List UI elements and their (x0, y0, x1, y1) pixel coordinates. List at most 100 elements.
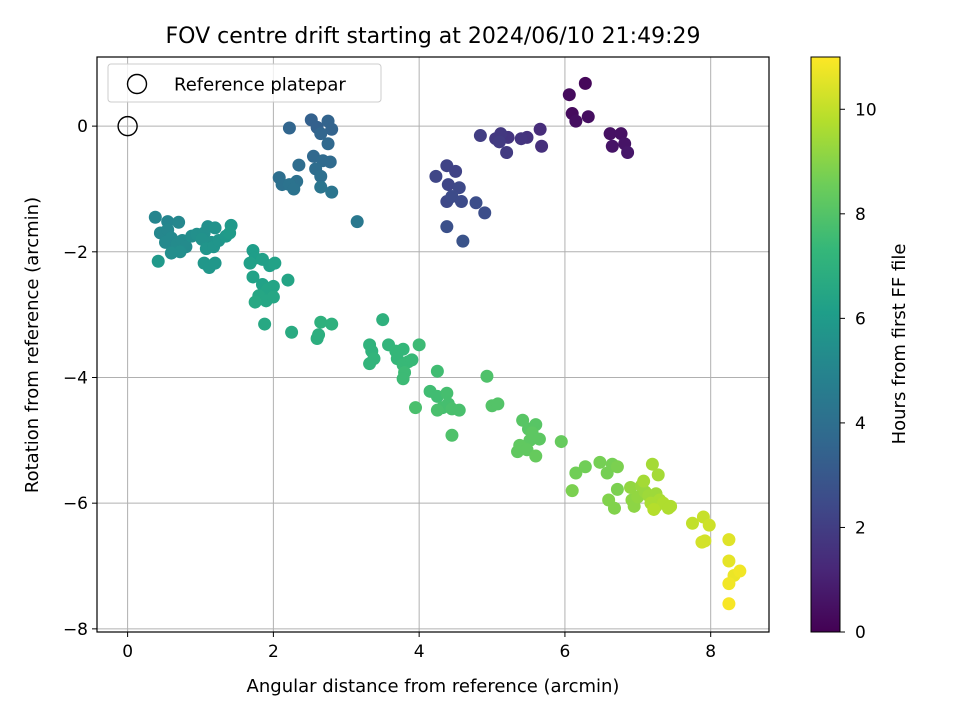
data-point (685, 516, 699, 530)
data-point (565, 484, 579, 498)
data-point (396, 342, 410, 356)
data-point (409, 401, 423, 415)
data-point (208, 256, 222, 270)
data-point (605, 139, 619, 153)
data-point (722, 533, 736, 547)
data-point (480, 369, 494, 383)
data-point (243, 256, 257, 270)
data-point (223, 226, 237, 240)
plot-frame (96, 56, 770, 633)
data-point (287, 182, 301, 196)
y-tick-label: −6 (63, 494, 88, 514)
data-point (454, 195, 468, 209)
data-point (492, 135, 506, 149)
colorbar-tick-label: 6 (855, 309, 866, 329)
y-axis-label: Rotation from reference (arcmin) (22, 197, 43, 493)
y-tick-label: −2 (63, 243, 88, 263)
data-point (258, 317, 272, 331)
data-point (532, 432, 546, 446)
data-point (593, 455, 607, 469)
legend-marker-reference (126, 73, 148, 95)
data-point (614, 127, 628, 141)
data-point (533, 122, 547, 136)
data-point (578, 76, 592, 90)
data-point (151, 254, 165, 268)
colorbar-tick-label: 4 (855, 414, 866, 434)
colorbar-tick-label: 8 (855, 205, 866, 225)
data-point (172, 215, 186, 229)
data-point (624, 480, 638, 494)
data-point (491, 397, 505, 411)
y-tick-label: −4 (63, 368, 88, 388)
data-point (647, 502, 661, 516)
data-point (562, 88, 576, 102)
legend-entry-reference: Reference platepar (174, 75, 346, 96)
data-point (529, 449, 543, 463)
data-point (430, 364, 444, 378)
data-point (285, 325, 299, 339)
y-tick-label: 0 (77, 117, 88, 137)
legend: Reference platepar (107, 63, 382, 103)
data-point (246, 270, 260, 284)
colorbar (810, 56, 841, 633)
data-point (281, 273, 295, 287)
data-point (722, 597, 736, 611)
data-point (610, 482, 624, 496)
data-point (452, 403, 466, 417)
data-point (440, 220, 454, 234)
data-point (637, 474, 651, 488)
data-point (500, 146, 514, 160)
data-point (449, 164, 463, 178)
data-point (314, 315, 328, 329)
data-point (514, 132, 528, 146)
data-point (325, 317, 339, 331)
data-point (621, 146, 635, 160)
data-point (268, 256, 282, 270)
y-axis-ticks: 0 −2 −4 −6 −8 (63, 117, 97, 640)
x-tick-label: 4 (414, 642, 425, 662)
data-point (578, 460, 592, 474)
data-point (429, 169, 443, 183)
data-point (363, 357, 377, 371)
data-point (581, 110, 595, 124)
data-point (266, 290, 280, 304)
data-point (554, 435, 568, 449)
data-point (603, 127, 617, 141)
x-tick-label: 0 (122, 642, 133, 662)
data-points (117, 76, 747, 611)
data-point (722, 577, 736, 591)
data-point (323, 155, 337, 169)
data-point (148, 210, 162, 224)
data-point (164, 246, 178, 260)
data-point (441, 178, 455, 192)
data-point (661, 501, 675, 515)
chart-title: FOV centre drift starting at 2024/06/10 … (166, 24, 701, 49)
data-point (282, 121, 296, 135)
data-point (208, 221, 222, 235)
data-point (376, 313, 390, 327)
data-point (314, 169, 328, 183)
data-point (248, 295, 262, 309)
data-point (325, 122, 339, 136)
data-point (695, 535, 709, 549)
data-point (350, 215, 364, 229)
data-point (702, 518, 716, 532)
data-point (325, 185, 339, 199)
colorbar-label: Hours from first FF file (889, 244, 910, 445)
data-point (722, 554, 736, 568)
colorbar-tick-label: 2 (855, 518, 866, 538)
data-point (610, 460, 624, 474)
data-point (569, 466, 583, 480)
data-point (312, 328, 326, 342)
data-point (405, 353, 419, 367)
data-point (473, 129, 487, 143)
data-point (266, 279, 280, 293)
x-axis-ticks: 0 2 4 6 8 (122, 632, 716, 662)
data-point (314, 180, 328, 194)
y-tick-label: −8 (63, 620, 88, 640)
data-point (314, 127, 328, 141)
data-point (645, 457, 659, 471)
data-point (396, 372, 410, 386)
data-point (440, 386, 454, 400)
